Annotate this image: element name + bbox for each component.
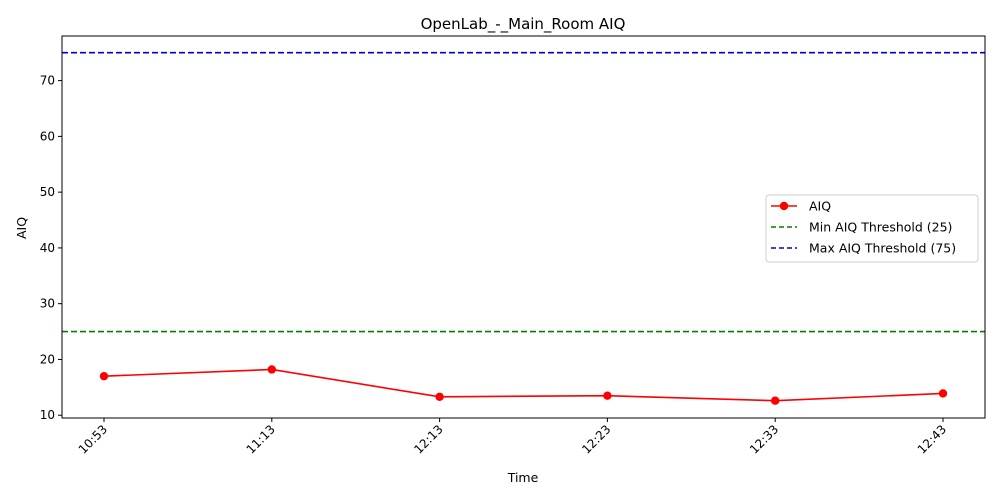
x-tick-label-1: 11:13 bbox=[244, 422, 278, 456]
x-axis-label: Time bbox=[507, 470, 539, 485]
y-tick-label-40: 40 bbox=[40, 241, 55, 255]
x-tick-label-5: 12:43 bbox=[915, 422, 949, 456]
data-point-0 bbox=[99, 371, 109, 381]
y-axis-label: AIQ bbox=[14, 217, 29, 239]
x-tick-label-0: 10:53 bbox=[76, 422, 110, 456]
y-tick-label-10: 10 bbox=[40, 408, 55, 422]
x-tick-label-4: 12:33 bbox=[747, 422, 781, 456]
x-tick-label-3: 12:23 bbox=[579, 422, 613, 456]
data-point-5 bbox=[938, 389, 948, 398]
plot-area bbox=[61, 35, 986, 419]
y-tick-label-70: 70 bbox=[40, 74, 55, 88]
y-tick-label-50: 50 bbox=[40, 185, 55, 199]
chart-title: OpenLab_-_Main_Room AIQ bbox=[421, 15, 626, 34]
legend-marker-0 bbox=[779, 201, 789, 211]
data-point-1 bbox=[267, 365, 276, 374]
data-point-2 bbox=[435, 392, 444, 402]
legend-label-0: AIQ bbox=[809, 199, 831, 214]
data-point-4 bbox=[771, 396, 780, 405]
legend-box bbox=[765, 194, 979, 263]
y-tick-label-60: 60 bbox=[40, 129, 55, 143]
x-tick-label-2: 12:13 bbox=[411, 422, 445, 456]
series-line-aiq bbox=[103, 368, 944, 402]
legend-label-1: Min AIQ Threshold (25) bbox=[809, 220, 952, 235]
legend: AIQ Min AIQ Threshold (25) Max AIQ Thresho… bbox=[765, 194, 979, 263]
plot-frame bbox=[61, 35, 986, 419]
legend-label-2: Max AIQ Threshold (75) bbox=[809, 241, 956, 256]
data-point-3 bbox=[603, 391, 612, 400]
y-tick-label-20: 20 bbox=[40, 352, 55, 366]
y-tick-label-30: 30 bbox=[40, 297, 55, 311]
